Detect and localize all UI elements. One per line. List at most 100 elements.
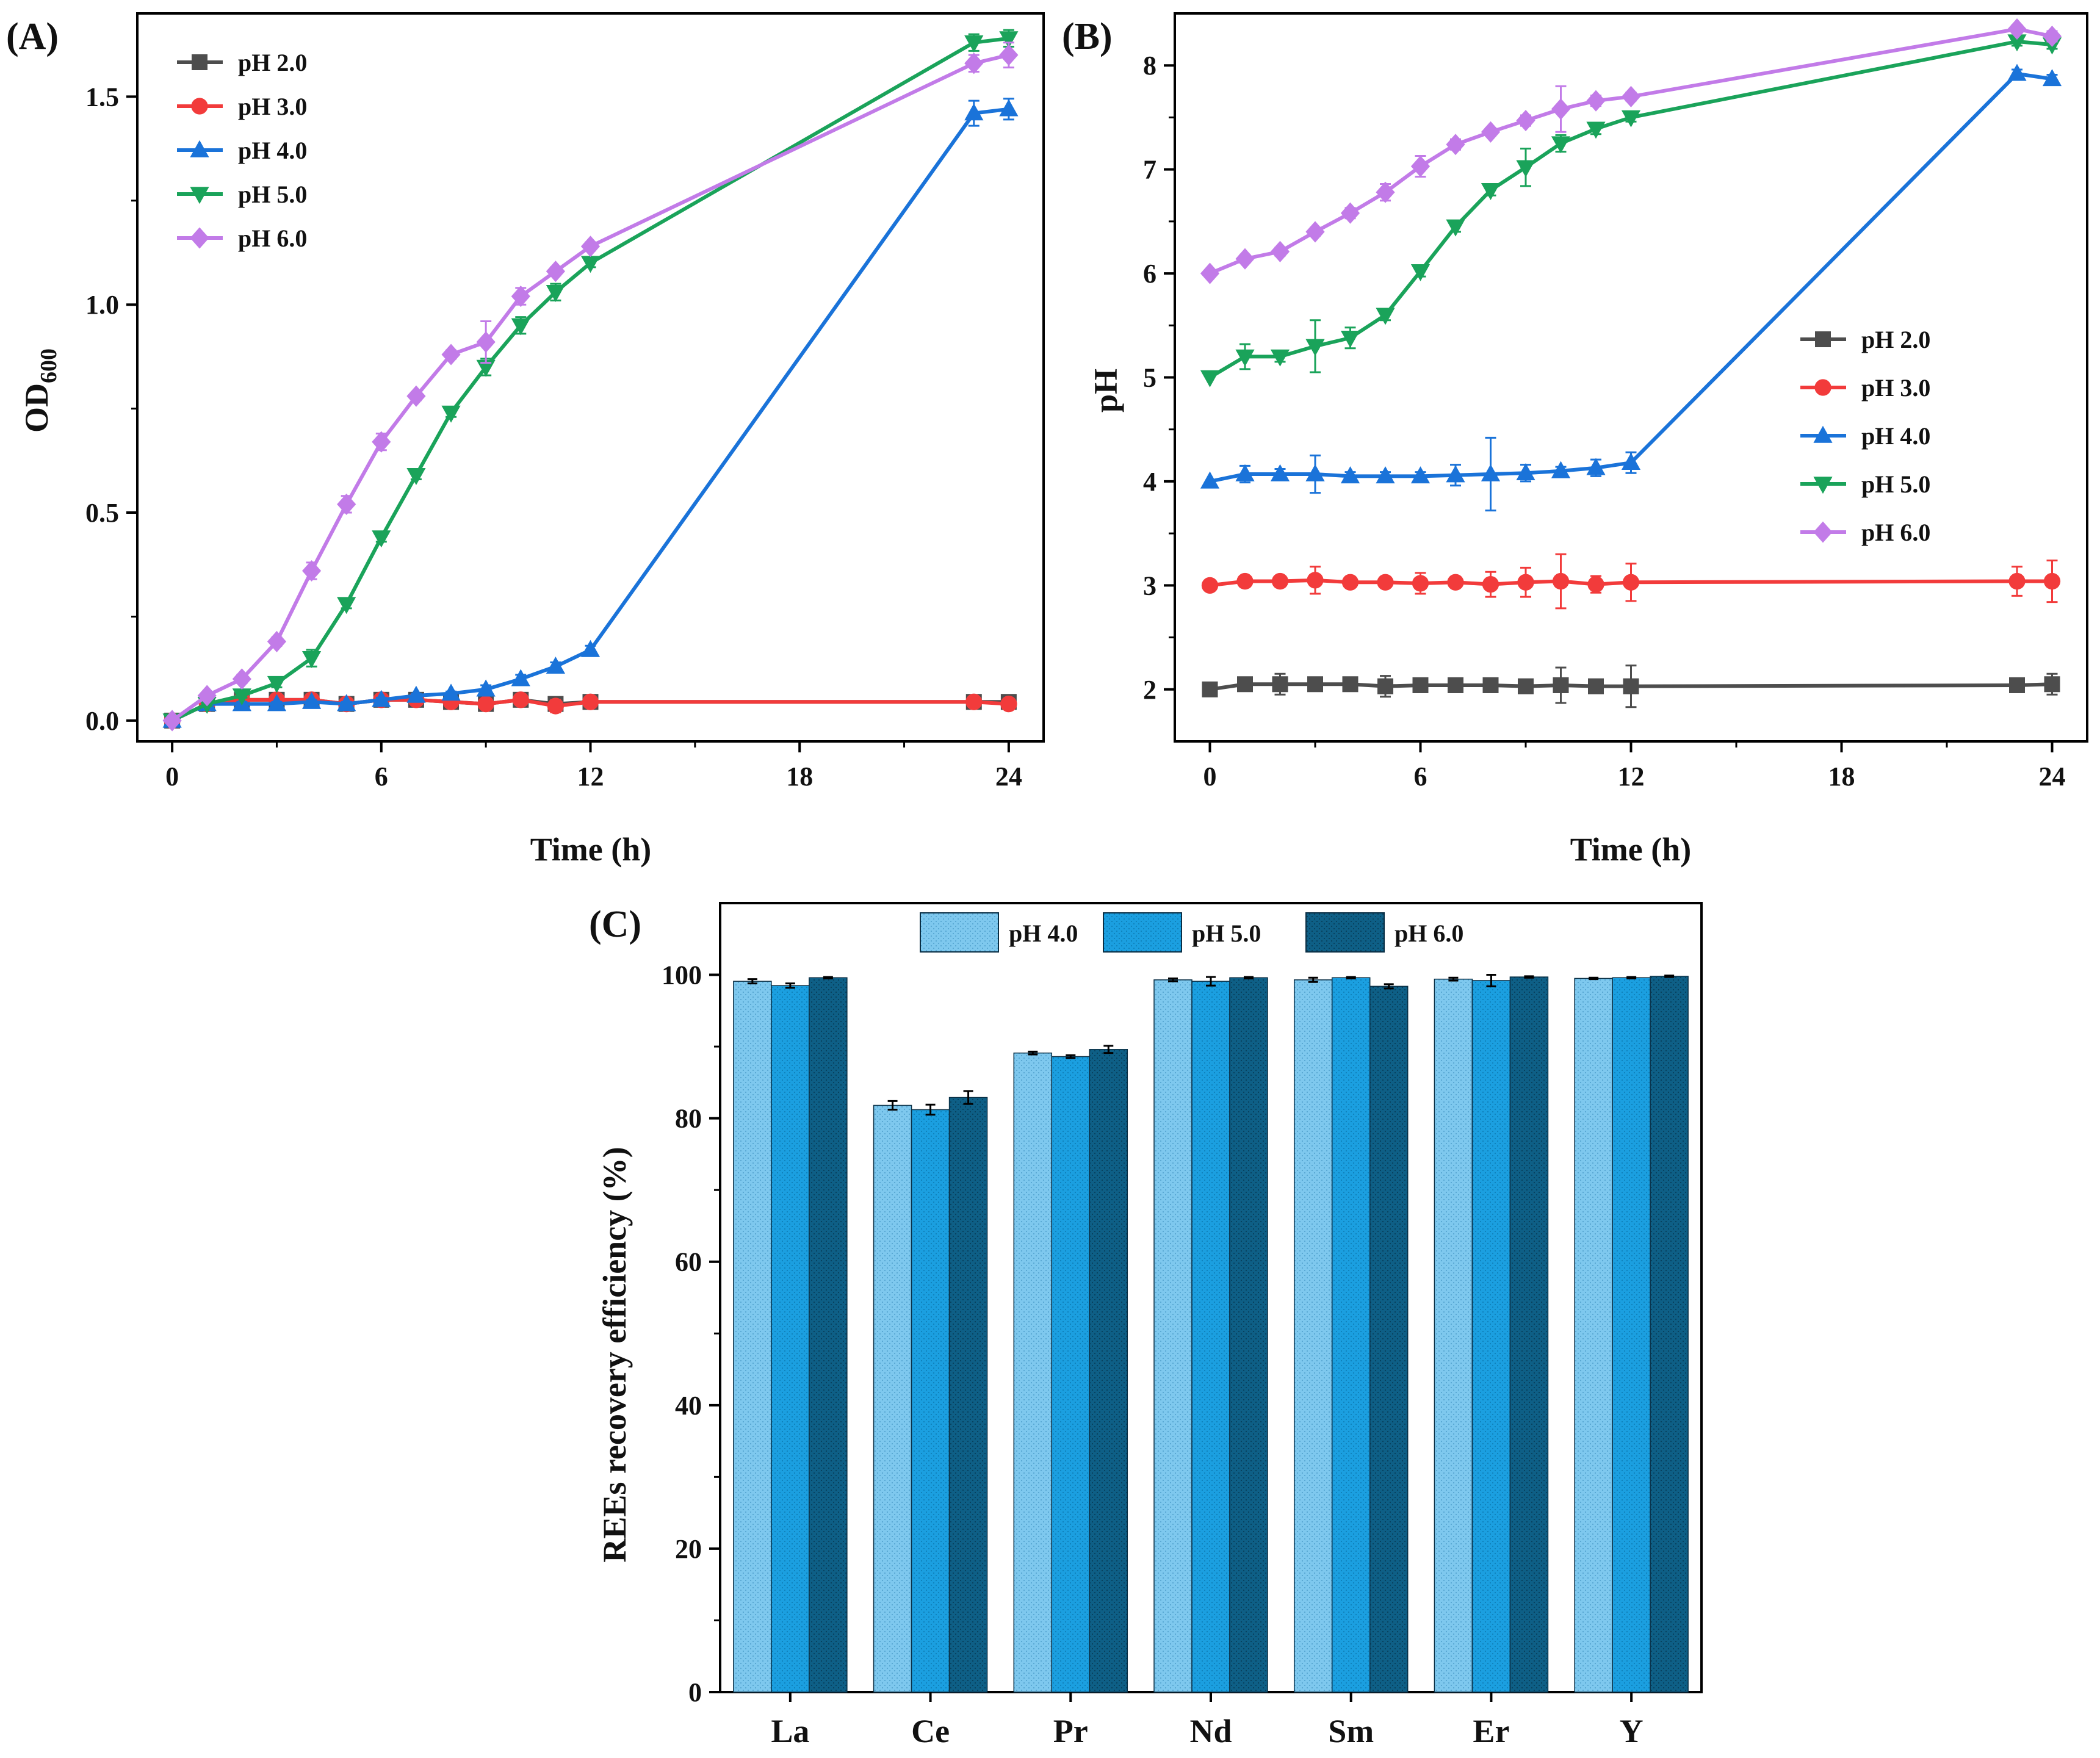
data-point: [1270, 240, 1290, 262]
bar-group-er: [1434, 974, 1549, 1693]
legend-label: pH 5.0: [238, 181, 307, 208]
data-point: [1482, 576, 1499, 593]
data-point: [1340, 466, 1360, 484]
data-point: [477, 695, 494, 713]
legend-label: pH 4.0: [1009, 920, 1078, 947]
data-point: [1517, 574, 1534, 591]
data-point: [406, 685, 426, 703]
data-point: [1482, 677, 1499, 693]
data-point: [1410, 466, 1431, 484]
legend-item: pH 5.0: [1103, 912, 1261, 953]
series-ph-5-0: [162, 29, 1019, 731]
bar: [1369, 985, 1409, 1693]
data-point: [267, 675, 287, 693]
y-tick-label: 0.5: [85, 498, 119, 528]
data-point: [1377, 678, 1393, 694]
data-point: [546, 285, 565, 302]
data-point: [1621, 85, 1641, 107]
data-point: [1000, 695, 1017, 713]
data-point: [1200, 471, 1220, 489]
data-point: [1586, 121, 1606, 139]
series-ph-2-0: [1202, 665, 2060, 708]
legend-label: pH 3.0: [238, 93, 307, 120]
legend-marker: [1813, 425, 1833, 443]
data-point: [1516, 109, 1535, 132]
data-point: [372, 431, 391, 453]
legend: pH 2.0 pH 3.0 pH 4.0 pH 5.0 pH 6.0: [177, 49, 307, 252]
data-point: [1446, 465, 1465, 483]
legend-label: pH 3.0: [1861, 374, 1930, 402]
legend: pH 2.0 pH 3.0 pH 4.0 pH 5.0 pH 6.0: [1800, 326, 1930, 546]
data-point: [1340, 331, 1360, 348]
data-point: [1481, 121, 1501, 143]
x-tick-label: 12: [577, 762, 604, 791]
legend-swatch: [1103, 912, 1182, 953]
data-point: [441, 344, 461, 366]
bar: [948, 1097, 988, 1693]
legend-marker: [190, 227, 209, 249]
legend-item: pH 4.0: [177, 137, 307, 164]
data-point: [1412, 677, 1429, 693]
y-tick-label: 40: [675, 1391, 702, 1421]
data-point: [1236, 572, 1254, 590]
data-point: [2042, 69, 2062, 87]
y-tick-label: 2: [1143, 675, 1156, 705]
bar: [1089, 1049, 1128, 1693]
x-tick-label: 12: [1618, 762, 1645, 791]
data-point: [964, 52, 984, 74]
legend-label: pH 2.0: [238, 49, 307, 76]
data-point: [1305, 339, 1325, 356]
data-point: [1518, 678, 1534, 694]
bar: [771, 985, 810, 1693]
data-point: [1270, 464, 1290, 481]
panel-a-label: (A): [6, 16, 59, 57]
data-point: [1587, 576, 1604, 593]
data-point: [476, 331, 496, 353]
panel-b-label: (B): [1062, 16, 1113, 57]
legend-swatch: [920, 912, 999, 953]
data-point: [512, 691, 529, 708]
legend-marker: [1814, 379, 1831, 396]
x-tick-label: 0: [165, 762, 179, 791]
data-point: [1551, 461, 1571, 478]
x-tick-label: Y: [1620, 1713, 1644, 1749]
legend-marker: [190, 140, 209, 157]
data-point: [406, 385, 426, 407]
legend-marker: [190, 187, 209, 204]
series-ph-3-0: [1201, 553, 2061, 610]
legend-item: pH 5.0: [177, 181, 307, 208]
bar: [1051, 1056, 1091, 1693]
data-point: [337, 493, 356, 515]
y-tick-label: 7: [1143, 155, 1156, 185]
x-tick-label: Er: [1473, 1713, 1509, 1749]
data-point: [372, 690, 391, 707]
legend-label: pH 6.0: [1395, 920, 1463, 947]
bar: [1509, 976, 1549, 1693]
data-point: [1376, 181, 1395, 203]
data-point: [232, 688, 251, 706]
data-point: [1376, 466, 1395, 484]
series-line: [1209, 27, 2053, 275]
x-tick-label: 6: [375, 762, 388, 791]
legend-item: pH 3.0: [177, 93, 307, 120]
data-point: [964, 35, 984, 52]
data-point: [2007, 63, 2027, 81]
plot-frame: [136, 12, 1045, 743]
data-point: [1270, 349, 1290, 367]
data-point: [1235, 464, 1255, 481]
data-point: [1516, 160, 1535, 178]
bar: [1650, 976, 1689, 1693]
x-tick-label: 0: [1203, 762, 1217, 791]
legend-label: pH 4.0: [1861, 422, 1930, 450]
data-point: [1341, 574, 1359, 591]
data-point: [511, 318, 530, 336]
y-tick-label: 4: [1143, 467, 1156, 497]
data-point: [546, 657, 565, 674]
data-point: [337, 597, 356, 614]
y-tick-label: 3: [1143, 571, 1156, 600]
legend-marker: [191, 98, 208, 115]
data-point: [580, 236, 601, 258]
y-tick-label: 20: [675, 1534, 702, 1564]
